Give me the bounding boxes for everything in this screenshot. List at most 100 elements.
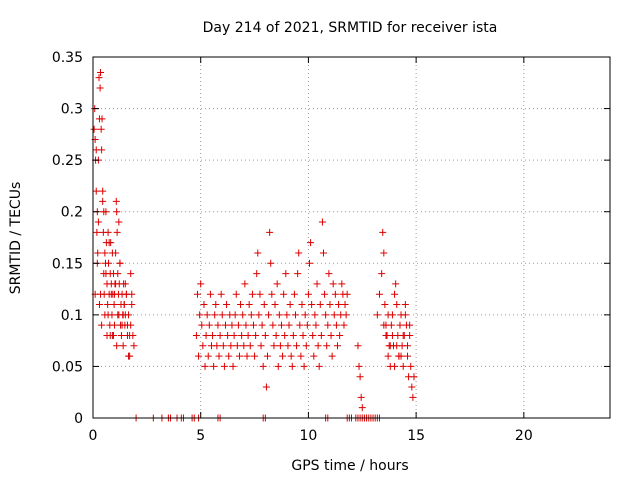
- data-point: [249, 321, 257, 329]
- data-point: [326, 301, 334, 309]
- data-point: [379, 228, 387, 236]
- data-point: [119, 311, 127, 319]
- data-point: [90, 125, 98, 133]
- data-point: [381, 301, 389, 309]
- data-point: [128, 301, 136, 309]
- data-point: [217, 290, 225, 298]
- data-point: [380, 249, 388, 257]
- data-point: [274, 362, 282, 370]
- data-point: [325, 270, 333, 278]
- data-point: [238, 331, 246, 339]
- data-point: [235, 352, 243, 360]
- data-point: [376, 290, 384, 298]
- data-point: [99, 197, 107, 205]
- data-point: [104, 301, 112, 309]
- data-point: [126, 331, 134, 339]
- data-point: [105, 239, 113, 247]
- y-tick-label: 0.3: [61, 102, 83, 118]
- x-tick-label: 0: [89, 428, 98, 444]
- data-point: [95, 74, 103, 82]
- plot-frame: [92, 56, 611, 419]
- data-point: [204, 352, 212, 360]
- data-point: [209, 331, 217, 339]
- data-point: [92, 187, 100, 195]
- data-point: [387, 321, 395, 329]
- y-tick-label: 0.1: [61, 308, 83, 324]
- data-point: [273, 280, 281, 288]
- data-point: [342, 311, 350, 319]
- data-point: [112, 280, 120, 288]
- data-point: [251, 352, 259, 360]
- data-point: [396, 321, 404, 329]
- data-point: [262, 383, 270, 391]
- data-point: [213, 342, 221, 350]
- data-point: [298, 301, 306, 309]
- data-point: [110, 301, 118, 309]
- data-point: [232, 290, 240, 298]
- data-point: [199, 342, 207, 350]
- data-point: [300, 362, 308, 370]
- x-tick-label: 5: [196, 428, 205, 444]
- data-point: [94, 218, 102, 226]
- data-point: [261, 331, 269, 339]
- data-point: [111, 290, 119, 298]
- data-point: [255, 311, 263, 319]
- data-point: [286, 301, 294, 309]
- data-point: [268, 290, 276, 298]
- data-point: [202, 331, 210, 339]
- data-point: [294, 270, 302, 278]
- data-point: [296, 321, 304, 329]
- data-point: [265, 311, 273, 319]
- data-point: [331, 290, 339, 298]
- data-point: [357, 393, 365, 401]
- data-point: [106, 331, 114, 339]
- data-point: [279, 352, 287, 360]
- data-point: [307, 239, 315, 247]
- data-point: [258, 321, 266, 329]
- data-point: [192, 331, 200, 339]
- data-point: [248, 290, 256, 298]
- data-point: [128, 290, 136, 298]
- data-point: [92, 146, 100, 154]
- data-point: [237, 301, 245, 309]
- data-point: [263, 352, 271, 360]
- data-point: [245, 301, 253, 309]
- data-point: [104, 311, 112, 319]
- data-point: [240, 342, 248, 350]
- data-point: [201, 362, 209, 370]
- data-point: [285, 321, 293, 329]
- data-point: [281, 331, 289, 339]
- data-point: [395, 352, 403, 360]
- y-tick-label: 0.15: [52, 256, 83, 272]
- data-point: [94, 249, 102, 257]
- data-point: [225, 352, 233, 360]
- data-point: [214, 321, 222, 329]
- data-point: [230, 331, 238, 339]
- data-point: [302, 342, 310, 350]
- data-point: [308, 301, 316, 309]
- data-point: [386, 342, 394, 350]
- data-point: [241, 280, 249, 288]
- data-point: [115, 218, 123, 226]
- data-point: [327, 331, 335, 339]
- data-point: [97, 68, 105, 76]
- data-point: [125, 352, 133, 360]
- y-tick-label: 0.2: [61, 205, 83, 221]
- data-point: [410, 373, 418, 381]
- data-point: [329, 280, 337, 288]
- y-tick-label: 0.25: [52, 153, 83, 169]
- data-point: [256, 290, 264, 298]
- data-point: [113, 342, 121, 350]
- data-point: [233, 342, 241, 350]
- data-point: [291, 311, 299, 319]
- data-point: [324, 321, 332, 329]
- data-point: [358, 404, 366, 412]
- data-point: [391, 362, 399, 370]
- data-point: [211, 311, 219, 319]
- data-point: [130, 342, 138, 350]
- data-point: [384, 352, 392, 360]
- data-point: [99, 187, 107, 195]
- data-point: [399, 362, 407, 370]
- data-point: [378, 270, 386, 278]
